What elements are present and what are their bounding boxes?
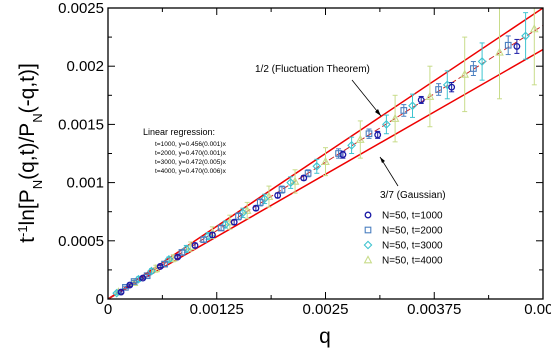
data-point [335, 150, 342, 157]
arrow-fluctuation [351, 79, 382, 117]
series-4 [114, 8, 539, 296]
legend-label-4: N=50, t=4000 [382, 256, 443, 267]
arrowhead-gaussian [380, 157, 385, 163]
x-tick-label: 0.00125 [190, 301, 244, 318]
y-tick-label: 0.001 [66, 175, 104, 192]
data-point [513, 42, 521, 50]
data-point [400, 107, 408, 114]
series-1 [117, 38, 521, 296]
x-tick-label: 0.0025 [303, 301, 349, 318]
data-point [382, 120, 391, 129]
data-point [252, 204, 260, 212]
x-tick-label: 0.00375 [407, 301, 461, 318]
regression-line-3: t=3000, y=0.472(0.005)x [155, 159, 227, 166]
legend: N=50, t=1000 N=50, t=2000 N=50, t=3000 N=50… [363, 211, 443, 267]
data-point [504, 41, 512, 49]
data-point [242, 205, 252, 214]
data-point [312, 161, 322, 171]
data-point [460, 69, 470, 78]
data-point [374, 131, 382, 139]
data-point [529, 24, 539, 33]
data-point [304, 169, 312, 177]
axis-ticks: 0 0.00125 0.0025 0.00375 0.005 0 0.0005 0.001 0.… [58, 0, 551, 318]
data-point [126, 281, 134, 289]
legend-label-2: N=50, t=2000 [382, 226, 443, 237]
data-point [286, 178, 296, 187]
legend-marker-3 [363, 240, 373, 250]
data-point [130, 278, 138, 285]
data-point [200, 236, 208, 243]
label-fluctuation-theorem: 1/2 (Fluctuation Theorem) [255, 64, 370, 75]
x-tick-label: 0 [104, 301, 112, 318]
data-point [347, 140, 356, 150]
x-tick-label: 0.005 [524, 301, 551, 318]
data-point [164, 255, 174, 264]
data-point [274, 191, 282, 199]
data-point [217, 224, 225, 232]
regression-line-2: t=2000, y=0.470(0.001)x [155, 150, 227, 157]
data-point [435, 86, 442, 93]
data-point [365, 130, 373, 138]
data-point [147, 266, 156, 276]
data-point [117, 288, 125, 296]
data-point [521, 31, 530, 41]
data-point [260, 194, 269, 204]
legend-marker-1 [364, 211, 372, 219]
data-point [425, 91, 435, 100]
y-tick-label: 0.002 [66, 58, 104, 75]
data-point [112, 288, 122, 298]
data-point [390, 113, 400, 122]
legend-label-3: N=50, t=3000 [382, 241, 443, 252]
x-axis-title: q [319, 325, 331, 348]
data-point [278, 186, 286, 193]
data-point [355, 134, 365, 143]
data-point [495, 47, 504, 56]
data-point [442, 80, 452, 90]
data-point [181, 244, 191, 254]
data-point [235, 213, 242, 220]
data-point [203, 231, 213, 241]
y-tick-label: 0.0025 [58, 0, 104, 17]
data-point [321, 156, 330, 165]
y-tick-label: 0.0005 [58, 233, 104, 250]
data-point [221, 220, 230, 229]
data-point [178, 249, 186, 256]
data-point [208, 231, 216, 239]
data-point [230, 218, 238, 226]
annotations: 1/2 (Fluctuation Theorem) 3/7 (Gaussian)… [143, 64, 446, 201]
data-point [300, 174, 308, 182]
data-point [134, 274, 143, 284]
label-gaussian: 3/7 (Gaussian) [380, 190, 446, 201]
legend-marker-2 [364, 226, 372, 234]
regression-line-1: t=1000, y=0.456(0.001)x [155, 141, 227, 148]
arrowhead-fluctuation [375, 109, 381, 116]
data-point [156, 262, 164, 270]
data-point [477, 57, 487, 66]
data-point [139, 274, 147, 282]
y-axis-title: t-1ln[PN(q,t)/PN(-q,t)] [15, 63, 45, 243]
plot-content [108, 8, 543, 299]
data-point [191, 242, 199, 249]
data-point [264, 191, 274, 200]
data-point [417, 96, 425, 104]
data-point [470, 65, 477, 72]
legend-label-1: N=50, t=1000 [382, 211, 443, 222]
data-point [238, 208, 248, 218]
data-point [448, 83, 456, 91]
data-point [408, 101, 417, 111]
data-point [256, 199, 264, 206]
data-point [174, 253, 182, 261]
y-tick-label: 0.0015 [58, 116, 104, 133]
regression-line-4: t=4000, y=0.470(0.006)x [155, 168, 227, 175]
y-tick-label: 0 [96, 291, 104, 308]
legend-marker-4 [363, 255, 373, 264]
data-point [339, 151, 347, 159]
regression-title: Linear regression: [143, 127, 215, 137]
